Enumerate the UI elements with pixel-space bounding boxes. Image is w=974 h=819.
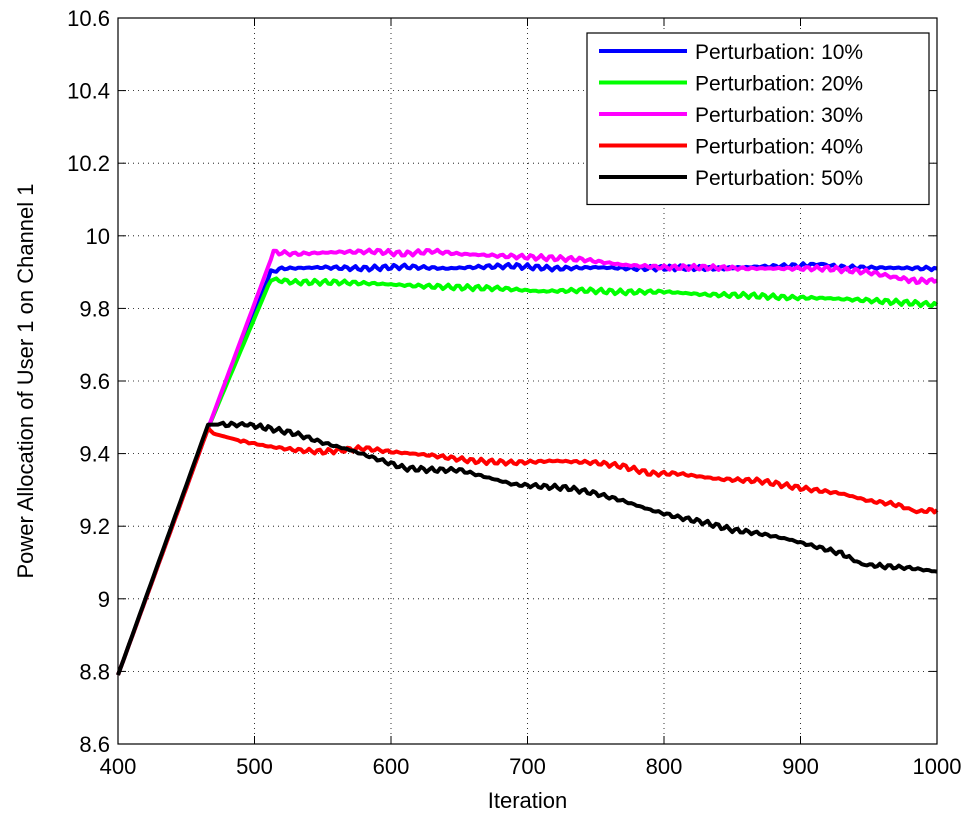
legend-label: Perturbation: 50% [695,167,863,190]
x-axis-title: Iteration [488,788,568,813]
series-line [116,247,938,676]
y-tick-label: 8.8 [79,659,110,684]
x-tick-label: 400 [100,754,137,779]
y-tick-label: 9.8 [79,296,110,321]
legend: Perturbation: 10% Perturbation: 20% Pertur… [586,32,930,206]
x-tick-label: 700 [509,754,546,779]
series-line [116,276,939,676]
y-tick-label: 10 [86,224,110,249]
y-tick-label: 10.4 [67,79,110,104]
y-axis-title: Power Allocation of User 1 on Channel 1 [13,183,38,578]
y-tick-label: 10.2 [67,151,110,176]
legend-label: Perturbation: 30% [695,104,863,127]
x-tick-label: 800 [646,754,683,779]
legend-label: Perturbation: 10% [695,41,863,64]
series-line [116,420,938,676]
x-tick-label: 1000 [913,754,962,779]
series-lines [116,247,939,676]
y-tick-label: 10.6 [67,6,110,31]
legend-label: Perturbation: 40% [695,136,863,159]
x-tick-label: 900 [782,754,819,779]
y-tick-label: 9.2 [79,514,110,539]
y-tick-label: 8.6 [79,732,110,757]
series-line [116,261,938,676]
x-tick-label: 600 [373,754,410,779]
y-tick-label: 9.4 [79,442,110,467]
x-tick-label: 500 [236,754,273,779]
series-line [116,426,939,676]
legend-label: Perturbation: 20% [695,73,863,96]
y-tick-label: 9.6 [79,369,110,394]
axis-ticks: 400 500 600 700 800 900 1000 8.6 8.8 9 9.2 9.4 9.6 9.… [67,6,961,779]
y-tick-label: 9 [98,587,110,612]
